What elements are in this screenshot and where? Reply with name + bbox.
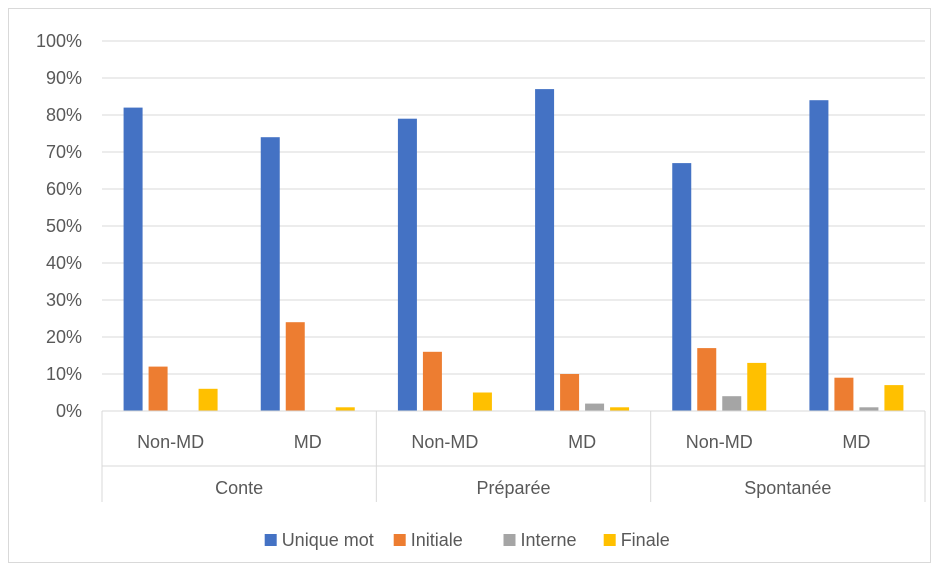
legend-label: Interne (521, 530, 577, 550)
y-tick-label: 30% (46, 290, 82, 310)
legend-label: Initiale (411, 530, 463, 550)
bar (260, 137, 280, 411)
bar (672, 163, 692, 411)
bar (722, 396, 742, 411)
x-tick-label: MD (842, 432, 870, 452)
group-label: Spontanée (744, 478, 831, 498)
bar (535, 89, 555, 411)
y-tick-label: 100% (36, 31, 82, 51)
legend-label: Finale (621, 530, 670, 550)
x-tick-label: MD (568, 432, 596, 452)
legend-label: Unique mot (282, 530, 374, 550)
bar (285, 322, 305, 411)
bar (834, 377, 854, 411)
y-tick-label: 70% (46, 142, 82, 162)
legend-swatch (393, 534, 406, 546)
bar (123, 107, 143, 411)
bar (198, 388, 218, 411)
bar (747, 362, 767, 411)
bar (697, 348, 717, 411)
bar (397, 118, 417, 411)
bar (859, 407, 879, 411)
bar (422, 351, 442, 411)
bar (809, 100, 829, 411)
bar (335, 407, 355, 411)
y-tick-label: 80% (46, 105, 82, 125)
group-label: Préparée (476, 478, 550, 498)
x-tick-label: Non-MD (686, 432, 753, 452)
bar (884, 385, 904, 411)
bar (610, 407, 630, 411)
chart-frame (8, 8, 931, 563)
legend-swatch (264, 534, 277, 546)
y-tick-label: 90% (46, 68, 82, 88)
x-tick-label: Non-MD (411, 432, 478, 452)
y-tick-label: 0% (56, 401, 82, 421)
y-tick-label: 40% (46, 253, 82, 273)
y-tick-label: 50% (46, 216, 82, 236)
bar (148, 366, 168, 411)
bar (585, 403, 605, 411)
bar (560, 374, 580, 411)
x-tick-label: MD (294, 432, 322, 452)
bar (472, 392, 492, 411)
legend-swatch (503, 534, 516, 546)
x-tick-label: Non-MD (137, 432, 204, 452)
y-tick-label: 60% (46, 179, 82, 199)
legend-swatch (603, 534, 616, 546)
y-tick-label: 10% (46, 364, 82, 384)
y-tick-label: 20% (46, 327, 82, 347)
group-label: Conte (215, 478, 263, 498)
